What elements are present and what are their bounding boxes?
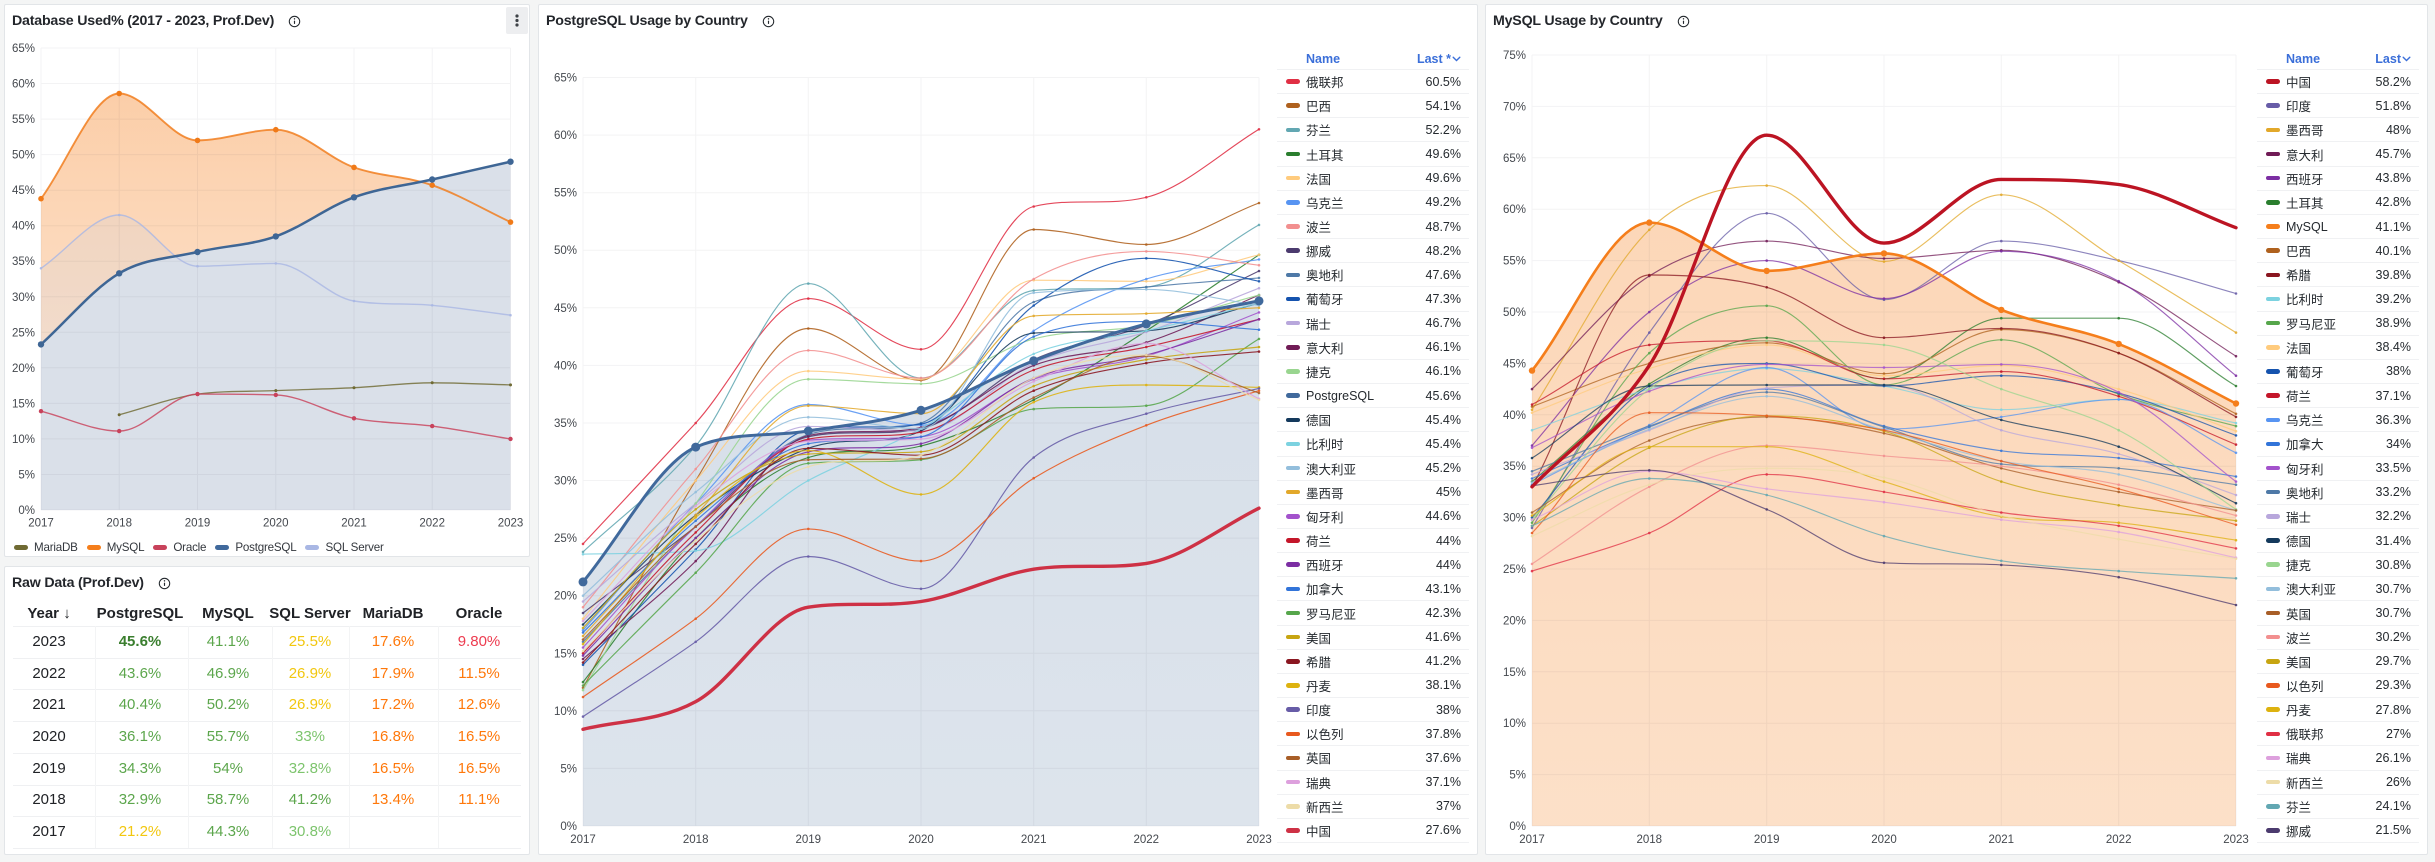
svg-text:15%: 15% <box>1503 667 1526 679</box>
svg-text:60%: 60% <box>12 79 35 91</box>
svg-text:2020: 2020 <box>263 518 289 530</box>
svg-text:65%: 65% <box>1503 153 1526 165</box>
svg-text:15%: 15% <box>554 648 577 660</box>
svg-text:35%: 35% <box>1503 461 1526 473</box>
svg-text:0%: 0% <box>1509 821 1526 833</box>
svg-text:35%: 35% <box>12 256 35 268</box>
svg-text:2023: 2023 <box>1246 834 1272 846</box>
svg-text:60%: 60% <box>554 130 577 142</box>
svg-text:40%: 40% <box>12 221 35 233</box>
svg-text:50%: 50% <box>1503 307 1526 319</box>
svg-text:2023: 2023 <box>2223 834 2249 846</box>
svg-text:2017: 2017 <box>28 518 54 530</box>
svg-text:70%: 70% <box>1503 101 1526 113</box>
svg-text:2021: 2021 <box>1021 834 1047 846</box>
svg-text:2018: 2018 <box>1637 834 1663 846</box>
svg-text:2018: 2018 <box>683 834 709 846</box>
svg-text:2017: 2017 <box>1519 834 1545 846</box>
svg-text:2020: 2020 <box>1871 834 1897 846</box>
svg-text:2019: 2019 <box>796 834 822 846</box>
svg-text:50%: 50% <box>12 150 35 162</box>
svg-text:2021: 2021 <box>1989 834 2015 846</box>
svg-text:2022: 2022 <box>1134 834 1160 846</box>
svg-text:45%: 45% <box>1503 358 1526 370</box>
svg-text:65%: 65% <box>554 73 577 85</box>
svg-text:30%: 30% <box>554 476 577 488</box>
svg-text:45%: 45% <box>554 303 577 315</box>
svg-text:2017: 2017 <box>570 834 596 846</box>
svg-text:60%: 60% <box>1503 204 1526 216</box>
svg-text:2022: 2022 <box>2106 834 2132 846</box>
svg-text:65%: 65% <box>12 43 35 55</box>
svg-text:30%: 30% <box>1503 513 1526 525</box>
svg-text:2023: 2023 <box>498 518 524 530</box>
svg-text:75%: 75% <box>1503 50 1526 62</box>
svg-text:20%: 20% <box>554 591 577 603</box>
svg-text:50%: 50% <box>554 245 577 257</box>
svg-text:40%: 40% <box>1503 410 1526 422</box>
svg-text:2021: 2021 <box>341 518 367 530</box>
svg-text:10%: 10% <box>554 706 577 718</box>
svg-text:55%: 55% <box>1503 256 1526 268</box>
svg-text:20%: 20% <box>12 363 35 375</box>
svg-text:20%: 20% <box>1503 615 1526 627</box>
svg-text:5%: 5% <box>1509 770 1526 782</box>
svg-text:55%: 55% <box>554 188 577 200</box>
svg-text:30%: 30% <box>12 292 35 304</box>
svg-text:25%: 25% <box>1503 564 1526 576</box>
svg-text:10%: 10% <box>1503 718 1526 730</box>
svg-text:0%: 0% <box>18 505 35 517</box>
svg-text:0%: 0% <box>560 821 577 833</box>
svg-text:10%: 10% <box>12 434 35 446</box>
svg-text:2020: 2020 <box>908 834 934 846</box>
svg-text:15%: 15% <box>12 398 35 410</box>
svg-text:25%: 25% <box>12 327 35 339</box>
svg-text:55%: 55% <box>12 114 35 126</box>
svg-text:45%: 45% <box>12 185 35 197</box>
svg-text:40%: 40% <box>554 360 577 372</box>
svg-text:2019: 2019 <box>185 518 211 530</box>
svg-text:5%: 5% <box>18 470 35 482</box>
svg-text:2019: 2019 <box>1754 834 1780 846</box>
svg-text:2022: 2022 <box>419 518 445 530</box>
svg-text:25%: 25% <box>554 533 577 545</box>
svg-text:35%: 35% <box>554 418 577 430</box>
svg-text:2018: 2018 <box>106 518 132 530</box>
svg-text:5%: 5% <box>560 763 577 775</box>
